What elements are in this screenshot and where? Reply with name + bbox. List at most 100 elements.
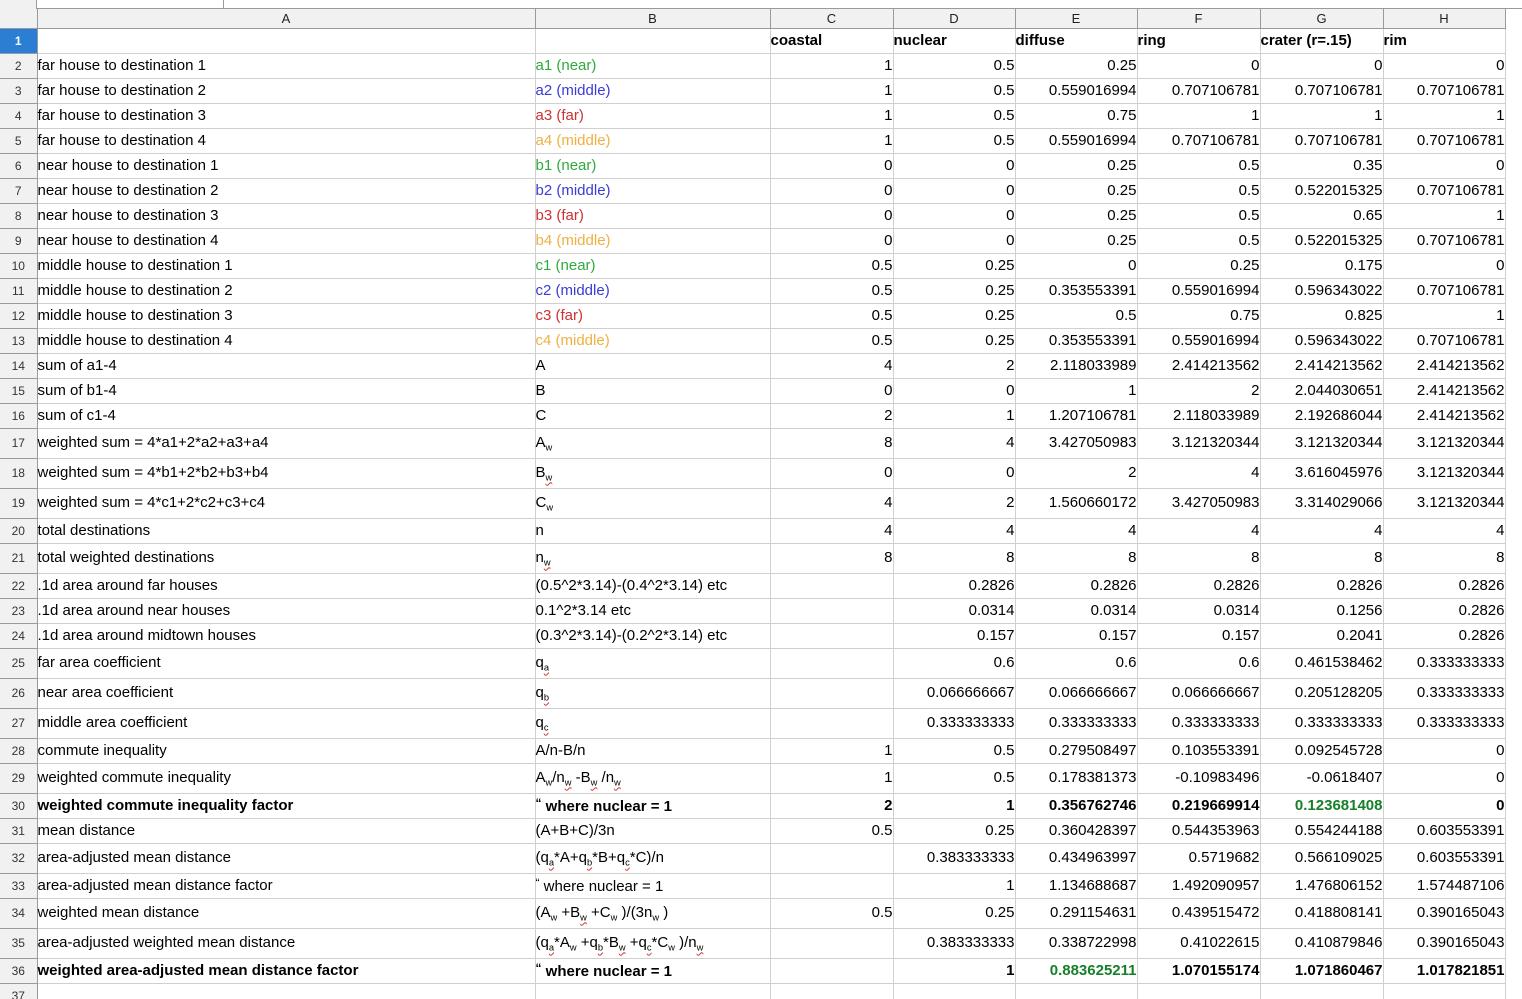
row-header-6[interactable]: 6 — [0, 152, 38, 179]
cell-G26[interactable]: 0.205128205 — [1260, 678, 1384, 709]
cell-G13[interactable]: 0.596343022 — [1260, 328, 1384, 354]
cell-F17[interactable]: 3.121320344 — [1137, 428, 1261, 459]
cell-E10[interactable]: 0 — [1015, 253, 1138, 279]
cell-E20[interactable]: 4 — [1015, 518, 1138, 544]
cell-B31[interactable]: (A+B+C)/3n — [535, 818, 771, 844]
cell-D26[interactable]: 0.066666667 — [893, 678, 1016, 709]
row-header-11[interactable]: 11 — [0, 277, 38, 304]
cell-E1[interactable]: diffuse — [1015, 28, 1138, 54]
cell-A35[interactable]: area-adjusted weighted mean distance — [37, 928, 536, 959]
cell-D12[interactable]: 0.25 — [893, 303, 1016, 329]
cell-A13[interactable]: middle house to destination 4 — [37, 328, 536, 354]
row-header-24[interactable]: 24 — [0, 622, 38, 649]
cell-G35[interactable]: 0.410879846 — [1260, 928, 1384, 959]
cell-E14[interactable]: 2.118033989 — [1015, 353, 1138, 379]
cell-G36[interactable]: 1.071860467 — [1260, 958, 1384, 984]
cell-D28[interactable]: 0.5 — [893, 738, 1016, 764]
cell-E22[interactable]: 0.2826 — [1015, 573, 1138, 599]
cell-H15[interactable]: 2.414213562 — [1383, 378, 1506, 404]
cell-A26[interactable]: near area coefficient — [37, 678, 536, 709]
cell-E25[interactable]: 0.6 — [1015, 648, 1138, 679]
cell-F10[interactable]: 0.25 — [1137, 253, 1261, 279]
cell-B14[interactable]: A — [535, 353, 771, 379]
cell-B1[interactable] — [535, 28, 771, 54]
cell-F37[interactable] — [1137, 983, 1261, 999]
cell-H5[interactable]: 0.707106781 — [1383, 128, 1506, 154]
cell-A11[interactable]: middle house to destination 2 — [37, 278, 536, 304]
cell-B18[interactable]: Bw — [535, 458, 771, 489]
cell-C18[interactable]: 0 — [770, 458, 894, 489]
cell-E21[interactable]: 8 — [1015, 543, 1138, 574]
cell-F14[interactable]: 2.414213562 — [1137, 353, 1261, 379]
cell-G32[interactable]: 0.566109025 — [1260, 843, 1384, 874]
column-header-g[interactable]: G — [1259, 9, 1384, 29]
cell-G22[interactable]: 0.2826 — [1260, 573, 1384, 599]
cell-G8[interactable]: 0.65 — [1260, 203, 1384, 229]
cell-E32[interactable]: 0.434963997 — [1015, 843, 1138, 874]
cell-G20[interactable]: 4 — [1260, 518, 1384, 544]
cell-B7[interactable]: b2 (middle) — [535, 178, 771, 204]
cell-A33[interactable]: area-adjusted mean distance factor — [37, 873, 536, 899]
row-header-30[interactable]: 30 — [0, 792, 38, 819]
cell-B30[interactable]: “ where nuclear = 1 — [535, 793, 771, 819]
row-header-15[interactable]: 15 — [0, 377, 38, 404]
cell-H30[interactable]: 0 — [1383, 793, 1506, 819]
cell-F27[interactable]: 0.333333333 — [1137, 708, 1261, 739]
cell-B21[interactable]: nw — [535, 543, 771, 574]
cell-A36[interactable]: weighted area-adjusted mean distance fac… — [37, 958, 536, 984]
cell-F29[interactable]: -0.10983496 — [1137, 763, 1261, 794]
cell-D24[interactable]: 0.157 — [893, 623, 1016, 649]
cell-A24[interactable]: .1d area around midtown houses — [37, 623, 536, 649]
cell-A31[interactable]: mean distance — [37, 818, 536, 844]
cell-F28[interactable]: 0.103553391 — [1137, 738, 1261, 764]
cell-A29[interactable]: weighted commute inequality — [37, 763, 536, 794]
cell-D17[interactable]: 4 — [893, 428, 1016, 459]
cell-A12[interactable]: middle house to destination 3 — [37, 303, 536, 329]
cell-C30[interactable]: 2 — [770, 793, 894, 819]
cell-E6[interactable]: 0.25 — [1015, 153, 1138, 179]
cell-F35[interactable]: 0.41022615 — [1137, 928, 1261, 959]
cell-H24[interactable]: 0.2826 — [1383, 623, 1506, 649]
cell-B35[interactable]: (qa*Aw +qb*Bw +qc*Cw )/nw — [535, 928, 771, 959]
cell-D16[interactable]: 1 — [893, 403, 1016, 429]
cell-D2[interactable]: 0.5 — [893, 53, 1016, 79]
cell-C16[interactable]: 2 — [770, 403, 894, 429]
cell-A5[interactable]: far house to destination 4 — [37, 128, 536, 154]
cell-D20[interactable]: 4 — [893, 518, 1016, 544]
cell-B16[interactable]: C — [535, 403, 771, 429]
cell-G15[interactable]: 2.044030651 — [1260, 378, 1384, 404]
cell-B19[interactable]: Cw — [535, 488, 771, 519]
row-header-14[interactable]: 14 — [0, 352, 38, 379]
cell-B8[interactable]: b3 (far) — [535, 203, 771, 229]
cell-B20[interactable]: n — [535, 518, 771, 544]
cell-D33[interactable]: 1 — [893, 873, 1016, 899]
cell-D6[interactable]: 0 — [893, 153, 1016, 179]
cell-C20[interactable]: 4 — [770, 518, 894, 544]
cell-H12[interactable]: 1 — [1383, 303, 1506, 329]
cell-G25[interactable]: 0.461538462 — [1260, 648, 1384, 679]
cell-G21[interactable]: 8 — [1260, 543, 1384, 574]
cell-C10[interactable]: 0.5 — [770, 253, 894, 279]
cell-D7[interactable]: 0 — [893, 178, 1016, 204]
cell-G5[interactable]: 0.707106781 — [1260, 128, 1384, 154]
cell-D35[interactable]: 0.383333333 — [893, 928, 1016, 959]
cell-G37[interactable] — [1260, 983, 1384, 999]
cell-B15[interactable]: B — [535, 378, 771, 404]
cell-D15[interactable]: 0 — [893, 378, 1016, 404]
cell-H9[interactable]: 0.707106781 — [1383, 228, 1506, 254]
cell-F31[interactable]: 0.544353963 — [1137, 818, 1261, 844]
row-header-32[interactable]: 32 — [0, 842, 38, 874]
cell-C1[interactable]: coastal — [770, 28, 894, 54]
cell-D5[interactable]: 0.5 — [893, 128, 1016, 154]
cell-C31[interactable]: 0.5 — [770, 818, 894, 844]
cell-E34[interactable]: 0.291154631 — [1015, 898, 1138, 929]
column-header-h[interactable]: H — [1382, 9, 1506, 29]
cell-F4[interactable]: 1 — [1137, 103, 1261, 129]
cell-H34[interactable]: 0.390165043 — [1383, 898, 1506, 929]
row-header-10[interactable]: 10 — [0, 252, 38, 279]
cell-A17[interactable]: weighted sum = 4*a1+2*a2+a3+a4 — [37, 428, 536, 459]
row-header-2[interactable]: 2 — [0, 52, 38, 79]
cell-D30[interactable]: 1 — [893, 793, 1016, 819]
cell-C8[interactable]: 0 — [770, 203, 894, 229]
cell-F19[interactable]: 3.427050983 — [1137, 488, 1261, 519]
